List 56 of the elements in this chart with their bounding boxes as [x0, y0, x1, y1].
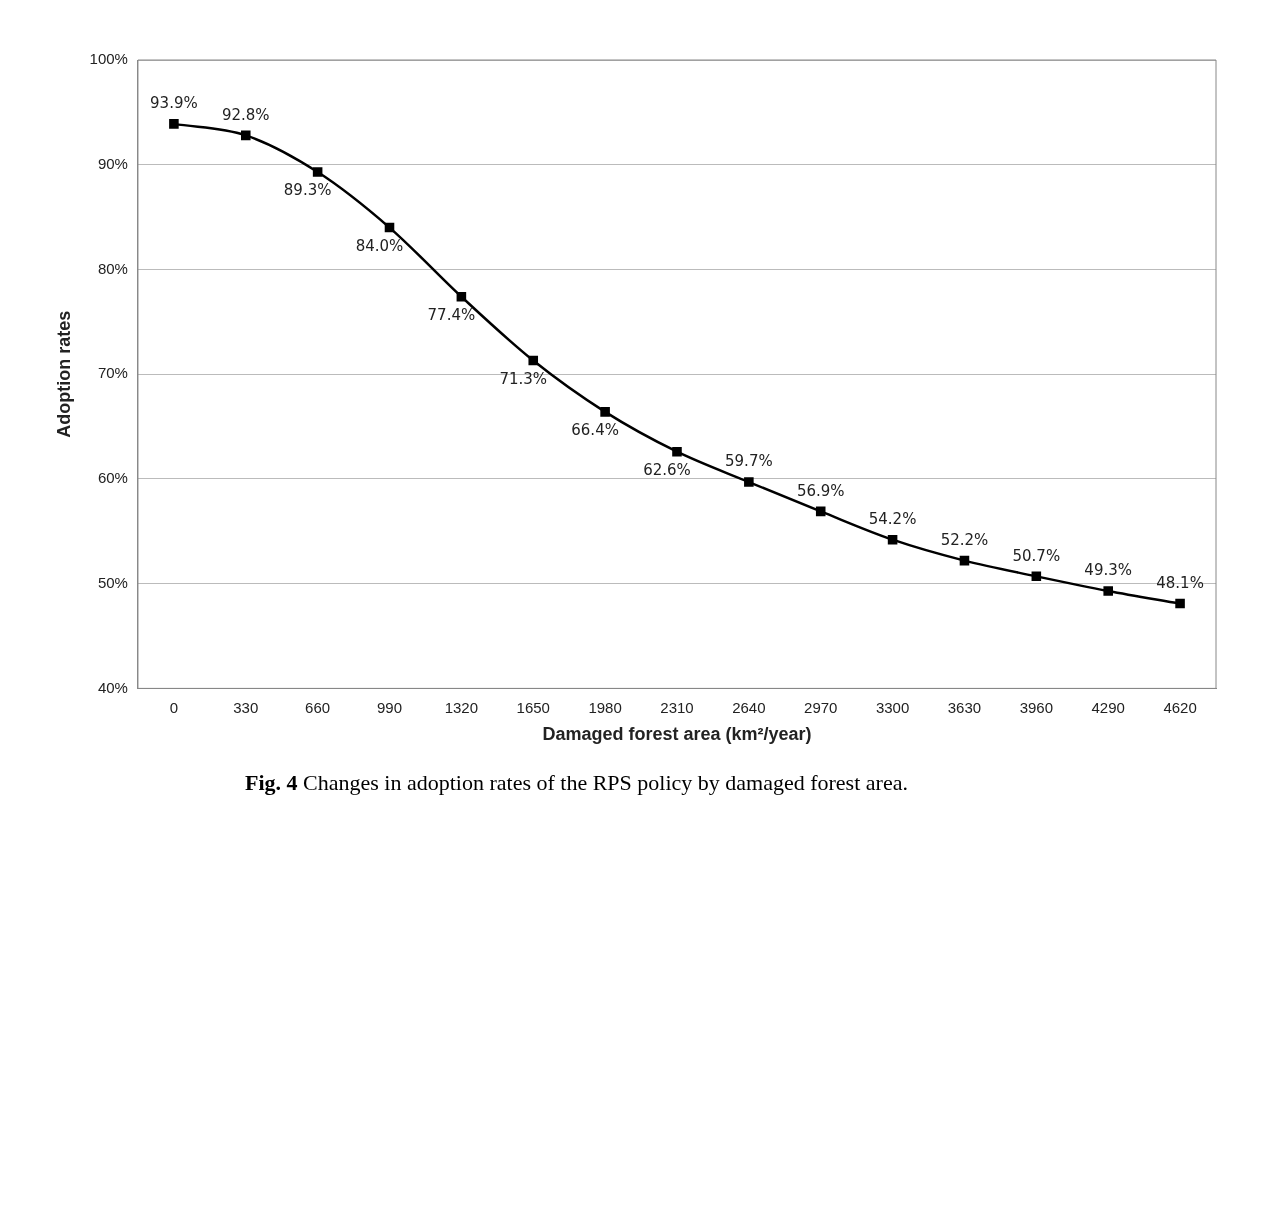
x-tick-label: 4290 [1091, 698, 1125, 716]
point [169, 119, 179, 129]
point [744, 477, 754, 487]
data-label: 48.1% [1156, 573, 1204, 592]
y-tick-label: 50% [97, 573, 128, 591]
x-tick-label: 2310 [660, 698, 694, 716]
x-axis-title: Damaged forest area (km²/year) [542, 724, 812, 745]
point [1031, 571, 1042, 582]
point [887, 534, 898, 545]
data-label: 71.3% [499, 369, 548, 388]
data-label: 84.0% [355, 236, 404, 255]
y-tick-label: 90% [97, 154, 128, 172]
x-tick-label: 0 [169, 698, 179, 716]
x-tick-label: 1980 [588, 698, 622, 716]
point [240, 130, 251, 141]
data-label: 62.6% [643, 461, 691, 480]
y-tick-label: 100% [89, 50, 128, 68]
x-tick-label: 3960 [1019, 698, 1054, 716]
data-label: 59.7% [725, 452, 773, 471]
caption: Fig. 4 [245, 770, 298, 795]
y-tick-label: 60% [97, 469, 128, 487]
data-label: 50.7% [1012, 546, 1061, 565]
point [384, 222, 395, 233]
data-label: 89.3% [283, 181, 332, 200]
point [456, 291, 467, 302]
x-tick-label: 660 [305, 698, 331, 716]
text: Changes in adoption rates of the RPS policy by damaged forest area. [302, 770, 908, 795]
point [959, 555, 970, 566]
x-tick-label: 3300 [875, 698, 910, 716]
x-tick-label: 330 [233, 698, 259, 716]
point [600, 407, 610, 417]
y-tick-label: 70% [97, 364, 128, 382]
x-tick-label: 990 [376, 698, 403, 716]
x-tick-label: 2970 [804, 698, 838, 716]
point [1103, 586, 1113, 596]
data-label: 56.9% [796, 481, 845, 500]
point [672, 446, 682, 457]
point [528, 355, 539, 366]
x-tick-label: 3630 [947, 698, 982, 716]
data-label: 49.3% [1084, 561, 1133, 580]
x-tick-label: 1320 [444, 698, 479, 716]
y-tick-label: 80% [97, 259, 128, 277]
y-tick-label: 40% [97, 678, 128, 696]
data-label: 52.2% [940, 531, 989, 550]
x-tick-label: 4620 [1163, 698, 1197, 716]
y-axis-title: Adoption rates [53, 310, 74, 438]
point [815, 506, 826, 517]
data-label: 92.8% [221, 105, 270, 124]
data-label: 93.9% [150, 94, 198, 113]
x-tick-label: 2640 [732, 698, 766, 716]
data-label: 77.4% [427, 306, 476, 325]
data-label: 54.2% [868, 510, 917, 529]
point [1175, 598, 1185, 609]
point [312, 167, 323, 177]
x-tick-label: 1650 [516, 698, 550, 716]
data-label: 66.4% [571, 421, 619, 440]
